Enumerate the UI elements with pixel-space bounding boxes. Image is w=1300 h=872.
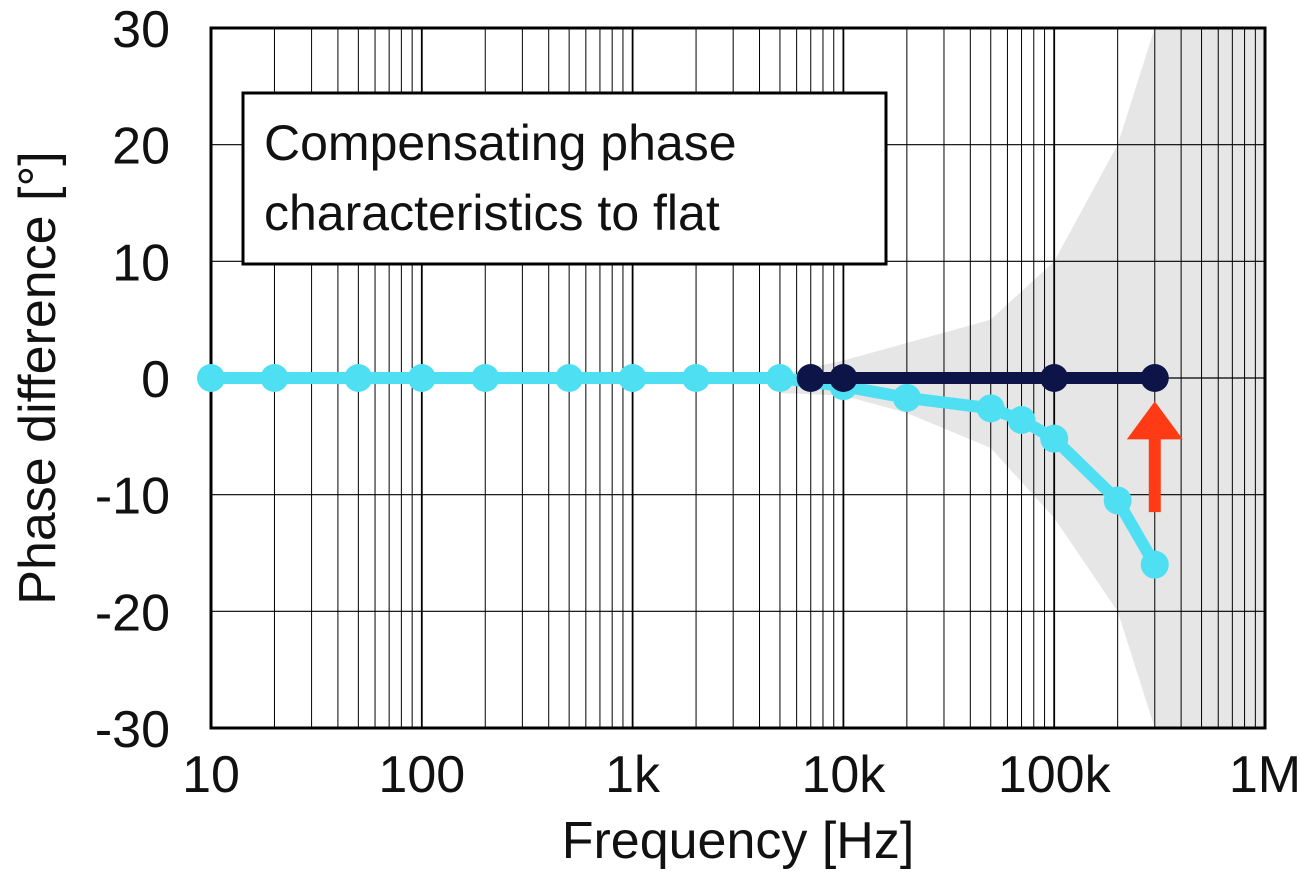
x-tick-label: 10k: [801, 746, 886, 804]
x-tick-label: 1M: [1229, 746, 1300, 804]
series-point: [618, 364, 647, 392]
x-axis-title: Frequency [Hz]: [562, 812, 915, 870]
x-tick-label: 100: [378, 746, 465, 804]
annotation-box: Compensating phase characteristics to fl…: [241, 91, 888, 266]
arrow-layer: [1126, 401, 1183, 513]
series-point: [829, 364, 858, 392]
series-point: [344, 364, 373, 392]
x-tick-label: 10: [182, 746, 240, 804]
annotation-line-1: Compensating phase: [264, 115, 737, 171]
series-2: [796, 364, 1169, 392]
series-point: [682, 364, 711, 392]
y-axis-title: Phase difference [°]: [9, 151, 67, 604]
series-layer: [197, 364, 1169, 579]
series-point: [796, 364, 825, 392]
series-point: [892, 383, 921, 412]
series-point: [555, 364, 584, 392]
series-point: [197, 364, 225, 392]
y-tick-label: -10: [95, 468, 170, 526]
series-point: [407, 364, 436, 392]
series-point: [976, 394, 1005, 423]
series-point: [1040, 364, 1069, 392]
y-tick-label: 20: [112, 118, 170, 176]
series-point: [1040, 424, 1069, 453]
x-tick-label: 1k: [605, 746, 661, 804]
arrow-head: [1126, 401, 1183, 440]
series-point: [1140, 550, 1169, 579]
series-point: [1103, 486, 1132, 515]
series-line: [205, 372, 1161, 571]
series-point: [260, 364, 289, 392]
series-point: [1140, 364, 1169, 392]
y-tick-label: -20: [95, 584, 170, 642]
series-point: [471, 364, 500, 392]
series-point: [765, 364, 794, 392]
y-tick-label: -30: [95, 701, 170, 759]
annotation-line-2: characteristics to flat: [264, 185, 720, 241]
y-tick-label: 30: [112, 1, 170, 59]
y-tick-label: 10: [112, 234, 170, 292]
series-point: [1007, 406, 1036, 434]
y-tick-label: 0: [141, 351, 170, 409]
annotation-frame: [241, 91, 888, 266]
x-tick-label: 100k: [998, 746, 1112, 804]
